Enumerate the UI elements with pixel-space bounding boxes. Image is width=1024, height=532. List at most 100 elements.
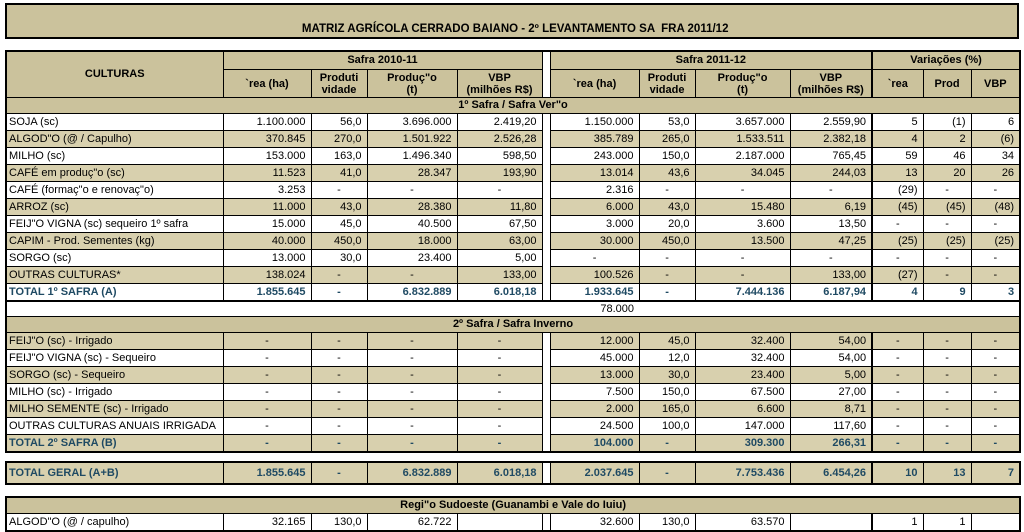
table-cell: - xyxy=(789,181,873,199)
table-cell: 34 xyxy=(970,147,1021,165)
table-cell: - xyxy=(922,266,972,284)
table-cell: (25) xyxy=(922,232,972,250)
table-cell: - xyxy=(310,434,368,453)
table-cell: 2.187.000 xyxy=(694,147,791,165)
table-cell: 47,25 xyxy=(789,232,873,250)
table-cell: 11.000 xyxy=(222,198,312,216)
table-cell: - xyxy=(871,417,924,435)
table-cell xyxy=(789,513,873,532)
table-divider xyxy=(541,417,551,435)
column-header-producao-2011: Produç"o (t) xyxy=(694,69,791,98)
table-divider xyxy=(541,198,551,216)
blank-cell xyxy=(6,301,551,317)
table-cell: 1 xyxy=(871,513,924,532)
table-cell: 54,00 xyxy=(789,349,873,367)
table-cell: 243.000 xyxy=(549,147,640,165)
table-cell: 2.000 xyxy=(549,400,640,418)
table-cell: - xyxy=(366,181,458,199)
table-cell: - xyxy=(638,181,696,199)
row-label: FEIJ"O (sc) - Irrigado xyxy=(5,332,224,350)
table-cell: - xyxy=(871,249,924,267)
table-cell: 40.000 xyxy=(222,232,312,250)
table-cell: 63,00 xyxy=(456,232,543,250)
section-title: Regi"o Sudoeste (Guanambi e Vale do Iuiu… xyxy=(5,496,1021,514)
table-cell: 4 xyxy=(871,283,924,302)
table-cell: (45) xyxy=(871,198,924,216)
table-cell: - xyxy=(922,215,972,233)
table-cell: 133,00 xyxy=(456,266,543,284)
table-cell: 18.000 xyxy=(366,232,458,250)
table-cell: 67,50 xyxy=(456,215,543,233)
total-geral-table: TOTAL GERAL (A+B) 1.855.645-6.832.889 6.01… xyxy=(5,461,1021,485)
table-cell: 45,0 xyxy=(638,332,696,350)
table-divider xyxy=(541,147,551,165)
table-cell: 34.045 xyxy=(694,164,791,182)
table-cell: 56,0 xyxy=(310,113,368,131)
group-header-safra-2010-11: Safra 2010-11 xyxy=(222,50,543,70)
table-cell xyxy=(456,513,543,532)
table-cell: 117,60 xyxy=(789,417,873,435)
table-cell: - xyxy=(456,434,543,453)
table-cell: - xyxy=(310,400,368,418)
table-cell: 1.501.922 xyxy=(366,130,458,148)
table-cell: - xyxy=(310,181,368,199)
table-cell: (6) xyxy=(970,130,1021,148)
table-cell: - xyxy=(366,434,458,453)
row-label: TOTAL GERAL (A+B) xyxy=(5,461,224,485)
table-cell: 3.696.000 xyxy=(366,113,458,131)
table-cell: 193,90 xyxy=(456,164,543,182)
table-divider xyxy=(541,215,551,233)
row-label: MILHO (sc) - Irrigado xyxy=(5,383,224,401)
table-cell: 265,0 xyxy=(638,130,696,148)
table-cell: - xyxy=(222,383,312,401)
table-cell: 40.500 xyxy=(366,215,458,233)
table-cell: 20,0 xyxy=(638,215,696,233)
table-cell: 41,0 xyxy=(310,164,368,182)
table-cell: - xyxy=(366,366,458,384)
table-cell: 27,00 xyxy=(789,383,873,401)
table-divider xyxy=(541,164,551,182)
section-header-row: Regi"o Sudoeste (Guanambi e Vale do Iuiu… xyxy=(5,496,1021,514)
row-label: OUTRAS CULTURAS ANUAIS IRRIGADA xyxy=(5,417,224,435)
table-cell: 450,0 xyxy=(638,232,696,250)
row-label: CAPIM - Prod. Sementes (kg) xyxy=(5,232,224,250)
table-cell: 28.380 xyxy=(366,198,458,216)
page-title: MATRIZ AGRÍCOLA CERRADO BAIANO - 2º LEVA… xyxy=(301,23,729,35)
table-cell: - xyxy=(310,461,368,485)
table-cell: 2.526,28 xyxy=(456,130,543,148)
table-cell: - xyxy=(922,400,972,418)
table-cell: 450,0 xyxy=(310,232,368,250)
table-cell: 244,03 xyxy=(789,164,873,182)
table-cell: 309.300 xyxy=(694,434,791,453)
table-cell: - xyxy=(366,417,458,435)
table-cell: 6.018,18 xyxy=(456,283,543,302)
table-cell: - xyxy=(366,266,458,284)
table-cell: 133,00 xyxy=(789,266,873,284)
table-cell: 130,0 xyxy=(638,513,696,532)
table-cell: 43,6 xyxy=(638,164,696,182)
table-row: ARROZ (sc) 11.000 43,0 28.380 11,80 6.000 43,0… xyxy=(5,198,1021,216)
table-cell: 2 xyxy=(922,130,972,148)
row-label: ARROZ (sc) xyxy=(5,198,224,216)
table-cell: 43,0 xyxy=(310,198,368,216)
table-cell: 3.657.000 xyxy=(694,113,791,131)
table-divider xyxy=(541,434,551,452)
table-row: FEIJ"O VIGNA (sc) sequeiro 1º safra 15.00… xyxy=(5,215,1021,233)
table-cell: - xyxy=(366,383,458,401)
main-table: CULTURAS Safra 2010-11 Safra 2011-12 Var… xyxy=(5,50,1022,453)
table-cell: (29) xyxy=(871,181,924,199)
row-label: TOTAL 2º SAFRA (B) xyxy=(5,434,224,453)
table-cell: 2.316 xyxy=(549,181,640,199)
group-header-safra-2011-12: Safra 2011-12 xyxy=(549,50,873,70)
table-row: ALGOD"O (@ / Capulho) 370.845 270,0 1.501.9… xyxy=(5,130,1021,148)
table-cell: - xyxy=(970,349,1021,367)
table-cell: - xyxy=(456,417,543,435)
table-cell: 765,45 xyxy=(789,147,873,165)
table-divider xyxy=(541,266,551,284)
table-cell: - xyxy=(970,249,1021,267)
spacer xyxy=(0,453,1024,461)
table-row: CAPIM - Prod. Sementes (kg) 40.000 450,0 18… xyxy=(5,232,1021,250)
column-header-area-2010: `rea (ha) xyxy=(222,69,312,98)
group-header-variacoes: Variações (%) xyxy=(871,50,1021,70)
table-cell: - xyxy=(222,434,312,453)
